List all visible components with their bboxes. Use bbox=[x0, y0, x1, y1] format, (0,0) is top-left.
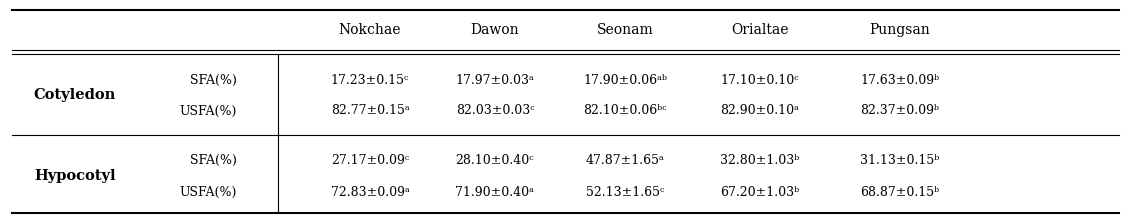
Text: Orialtae: Orialtae bbox=[732, 23, 788, 37]
Text: 68.87±0.15ᵇ: 68.87±0.15ᵇ bbox=[861, 185, 940, 198]
Text: 67.20±1.03ᵇ: 67.20±1.03ᵇ bbox=[720, 185, 800, 198]
Text: 31.13±0.15ᵇ: 31.13±0.15ᵇ bbox=[861, 153, 940, 166]
Text: 82.37±0.09ᵇ: 82.37±0.09ᵇ bbox=[861, 105, 940, 118]
Text: 82.03±0.03ᶜ: 82.03±0.03ᶜ bbox=[456, 105, 534, 118]
Text: Nokchae: Nokchae bbox=[339, 23, 402, 37]
Text: 82.10±0.06ᵇᶜ: 82.10±0.06ᵇᶜ bbox=[584, 105, 667, 118]
Text: 47.87±1.65ᵃ: 47.87±1.65ᵃ bbox=[586, 153, 664, 166]
Text: Cotyledon: Cotyledon bbox=[34, 88, 116, 103]
Text: 32.80±1.03ᵇ: 32.80±1.03ᵇ bbox=[720, 153, 800, 166]
Text: 27.17±0.09ᶜ: 27.17±0.09ᶜ bbox=[331, 153, 409, 166]
Text: 52.13±1.65ᶜ: 52.13±1.65ᶜ bbox=[586, 185, 664, 198]
Text: 17.23±0.15ᶜ: 17.23±0.15ᶜ bbox=[330, 73, 409, 86]
Text: 72.83±0.09ᵃ: 72.83±0.09ᵃ bbox=[330, 185, 409, 198]
Text: Hypocotyl: Hypocotyl bbox=[34, 169, 115, 183]
Text: Seonam: Seonam bbox=[597, 23, 654, 37]
Text: 17.90±0.06ᵃᵇ: 17.90±0.06ᵃᵇ bbox=[582, 73, 667, 86]
Text: 28.10±0.40ᶜ: 28.10±0.40ᶜ bbox=[456, 153, 534, 166]
Text: SFA(%): SFA(%) bbox=[190, 73, 238, 86]
Text: Dawon: Dawon bbox=[470, 23, 519, 37]
Text: 82.90±0.10ᵃ: 82.90±0.10ᵃ bbox=[720, 105, 800, 118]
Text: Pungsan: Pungsan bbox=[870, 23, 931, 37]
Text: 82.77±0.15ᵃ: 82.77±0.15ᵃ bbox=[330, 105, 409, 118]
Text: USFA(%): USFA(%) bbox=[180, 105, 238, 118]
Text: 17.10±0.10ᶜ: 17.10±0.10ᶜ bbox=[720, 73, 800, 86]
Text: 17.63±0.09ᵇ: 17.63±0.09ᵇ bbox=[861, 73, 940, 86]
Text: USFA(%): USFA(%) bbox=[180, 185, 238, 198]
Text: 71.90±0.40ᵃ: 71.90±0.40ᵃ bbox=[456, 185, 535, 198]
Text: SFA(%): SFA(%) bbox=[190, 153, 238, 166]
Text: 17.97±0.03ᵃ: 17.97±0.03ᵃ bbox=[456, 73, 535, 86]
